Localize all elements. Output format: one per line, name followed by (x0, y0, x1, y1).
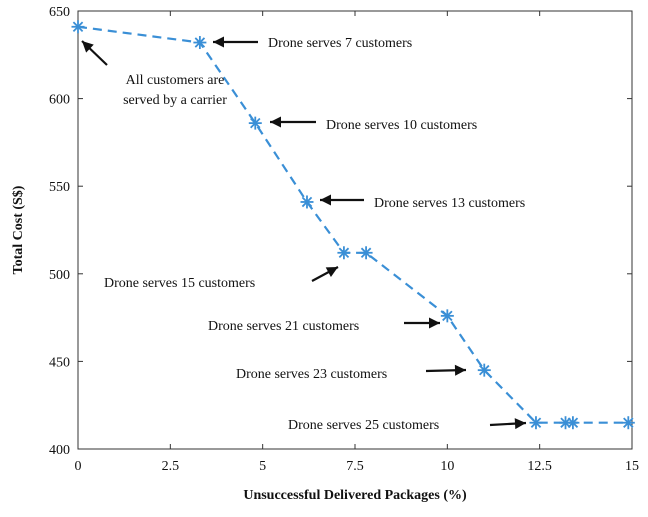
annotation-text: Drone serves 15 customers (104, 276, 255, 291)
annotation-arrow (320, 194, 364, 206)
x-tick-label: 10 (440, 459, 454, 474)
annotation-text-line2: served by a carrier (123, 93, 227, 108)
x-tick-label: 7.5 (346, 459, 364, 474)
x-tick-label: 2.5 (162, 459, 180, 474)
data-point (337, 246, 351, 260)
x-tick-label: 12.5 (527, 459, 552, 474)
annotation-text: Drone serves 7 customers (268, 36, 412, 51)
annotation: Drone serves 25 customers (288, 418, 527, 433)
y-tick-label: 450 (49, 355, 70, 370)
annotation-arrow (489, 418, 527, 430)
annotation-arrow (404, 317, 440, 329)
annotation-arrow (425, 364, 467, 376)
data-point (300, 195, 314, 209)
annotation-text: Drone serves 23 customers (236, 367, 387, 382)
annotation: Drone serves 23 customers (236, 364, 467, 382)
x-tick-label: 0 (75, 459, 82, 474)
data-point (566, 416, 580, 430)
annotation-text: Drone serves 10 customers (326, 118, 477, 133)
annotation-arrow (81, 40, 108, 66)
annotation: Drone serves 13 customers (320, 194, 525, 211)
y-tick-label: 500 (49, 268, 70, 283)
y-axis-label: Total Cost (S$) (11, 185, 26, 274)
y-tick-label: 650 (49, 5, 70, 20)
data-point (193, 36, 207, 50)
y-tick-label: 600 (49, 93, 70, 108)
annotation-text: Drone serves 13 customers (374, 196, 525, 211)
x-tick-label: 15 (625, 459, 639, 474)
x-axis-label: Unsuccessful Delivered Packages (%) (243, 488, 467, 503)
annotation: Drone serves 15 customers (104, 266, 339, 291)
annotation: Drone serves 10 customers (270, 116, 477, 133)
x-axis-ticks: 0 2.5 5 7.5 10 12.5 15 (75, 11, 639, 474)
annotation-arrow (311, 266, 339, 282)
annotation-arrow (213, 36, 258, 48)
y-axis-ticks: 400 450 500 550 600 650 (49, 5, 632, 458)
data-point (440, 309, 454, 323)
data-point (359, 246, 373, 260)
data-point (477, 363, 491, 377)
series-markers (71, 20, 635, 430)
annotation: Drone serves 21 customers (208, 317, 440, 334)
annotation: Drone serves 7 customers (213, 36, 412, 51)
series-line (77, 25, 629, 424)
y-tick-label: 550 (49, 180, 70, 195)
annotations: Drone serves 7 customers All customers ar… (81, 36, 527, 433)
annotation: All customers are served by a carrier (81, 40, 227, 108)
data-point (621, 416, 635, 430)
annotation-text: Drone serves 25 customers (288, 418, 439, 433)
annotation-text: All customers are (126, 73, 225, 88)
x-tick-label: 5 (259, 459, 266, 474)
annotation-arrow (270, 116, 316, 128)
data-point (71, 20, 85, 34)
y-tick-label: 400 (49, 443, 70, 458)
data-point (248, 116, 262, 130)
annotation-text: Drone serves 21 customers (208, 319, 359, 334)
data-point (529, 416, 543, 430)
